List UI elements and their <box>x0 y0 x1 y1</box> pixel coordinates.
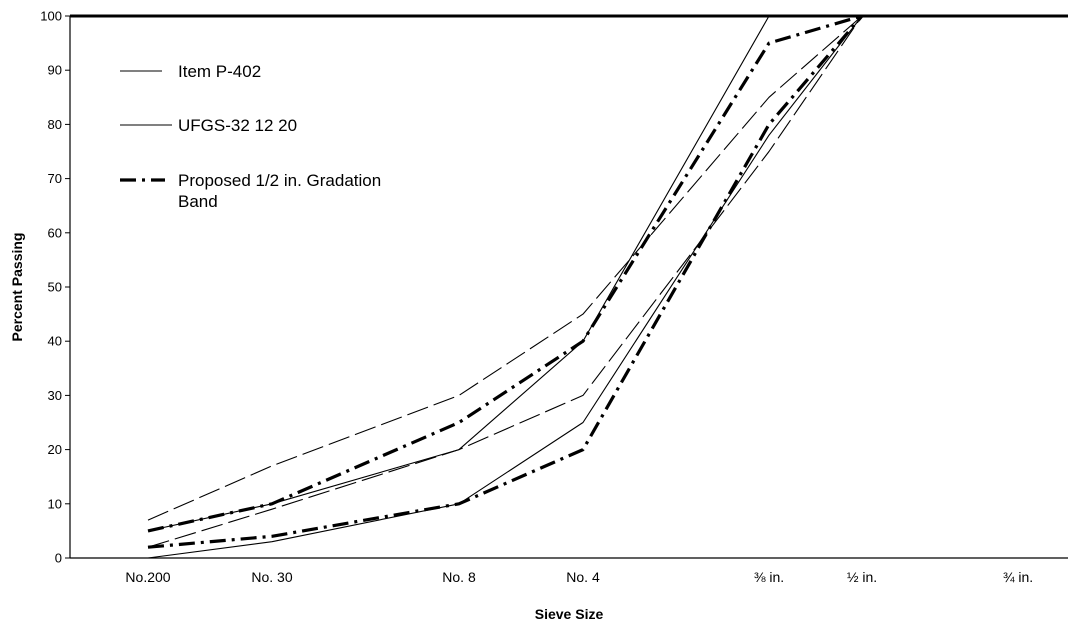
axes <box>69 14 1068 559</box>
y-tick-label: 0 <box>55 551 62 566</box>
x-tick-label: ¾ in. <box>1003 569 1033 585</box>
y-tick-label: 40 <box>48 334 62 349</box>
x-tick-label: ⅜ in. <box>754 569 784 585</box>
x-tick-label: ½ in. <box>847 569 877 585</box>
y-tick-label: 100 <box>40 9 62 24</box>
y-tick-label: 50 <box>48 280 62 295</box>
series-line-1 <box>147 15 1018 521</box>
x-tick-label: No.200 <box>125 569 170 585</box>
legend-label-3: Proposed 1/2 in. Gradation <box>178 171 381 190</box>
x-axis-title: Sieve Size <box>535 606 604 622</box>
legend-label-1: Item P-402 <box>178 62 261 81</box>
x-tick-label: No. 4 <box>566 569 600 585</box>
y-tick-label: 30 <box>48 388 62 403</box>
series-line-4 <box>147 15 1018 559</box>
x-tick-label: No. 30 <box>251 569 292 585</box>
y-tick-label: 10 <box>48 496 62 511</box>
series-line-6 <box>147 14 864 549</box>
y-tick-label: 60 <box>48 225 62 240</box>
series-line-3 <box>147 15 1018 532</box>
y-tick-label: 80 <box>48 117 62 132</box>
y-tick-label: 20 <box>48 442 62 457</box>
series-line-5 <box>147 14 863 533</box>
series-line-2 <box>147 15 1018 548</box>
y-ticks: 0 10 20 30 40 50 60 70 80 90 100 <box>40 9 70 566</box>
plot-lines <box>147 14 1018 559</box>
y-tick-label: 70 <box>48 171 62 186</box>
y-tick-label: 90 <box>48 63 62 78</box>
x-tick-label: No. 8 <box>442 569 476 585</box>
legend: Item P-402 UFGS-32 12 20 Proposed 1/2 in. … <box>120 62 381 211</box>
legend-label-3-line2: Band <box>178 192 218 211</box>
x-labels: No.200 No. 30 No. 8 No. 4 ⅜ in. ½ in. ¾ in. <box>125 569 1033 585</box>
y-axis-title: Percent Passing <box>9 233 25 342</box>
legend-label-2: UFGS-32 12 20 <box>178 116 297 135</box>
